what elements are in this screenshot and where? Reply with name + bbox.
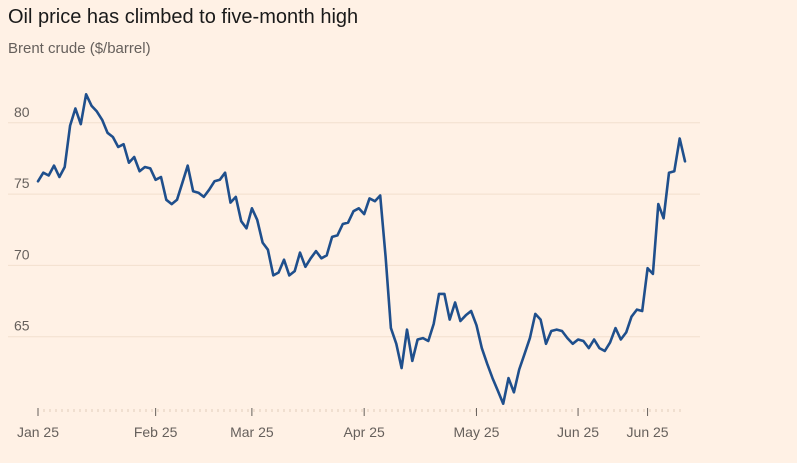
- x-tick-label: Feb 25: [134, 424, 178, 440]
- x-tick-label: Mar 25: [230, 424, 274, 440]
- series-line-brent-crude: [36, 93, 687, 406]
- y-tick-label: 65: [14, 318, 30, 334]
- y-tick-label: 75: [14, 175, 30, 191]
- chart-subtitle: Brent crude ($/barrel): [8, 40, 151, 57]
- chart-title: Oil price has climbed to five-month high: [8, 6, 359, 28]
- x-tick-label: Apr 25: [344, 424, 385, 440]
- y-tick-label: 70: [14, 246, 30, 262]
- x-tick-label: Jun 25: [557, 424, 599, 440]
- x-tick-label: Jun 25: [627, 424, 669, 440]
- x-axis-baseline: [37, 409, 681, 412]
- x-tick-label: May 25: [454, 424, 500, 440]
- y-tick-label: 80: [14, 104, 30, 120]
- x-tick-label: Jan 25: [17, 424, 59, 440]
